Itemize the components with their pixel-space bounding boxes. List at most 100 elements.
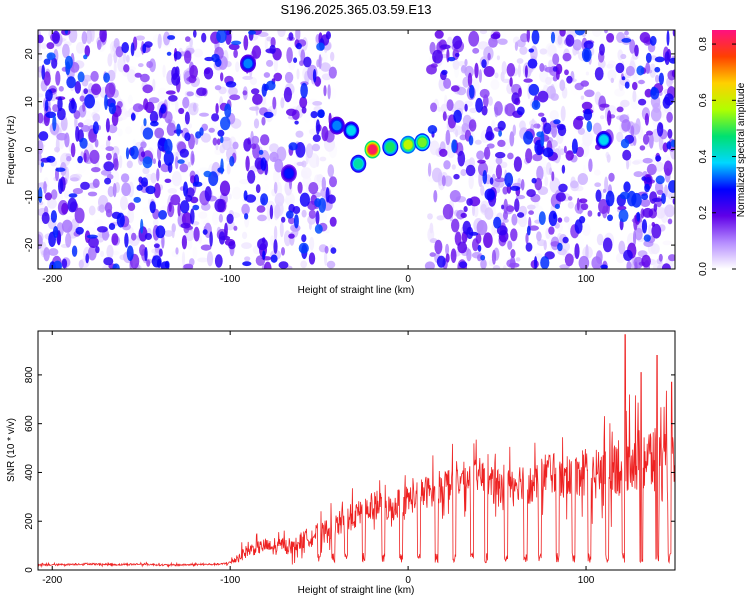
spectrogram-cell — [475, 97, 483, 113]
spectrogram-cell — [562, 52, 572, 62]
spectrogram-cell — [445, 129, 451, 146]
spectrogram-cell — [549, 177, 561, 194]
spectrogram-cell — [540, 131, 545, 147]
spectrogram-cell — [618, 240, 626, 255]
spectrogram-cell — [273, 225, 278, 241]
spectrogram-cell — [40, 161, 45, 168]
spectrogram-cell — [193, 55, 203, 65]
spectrogram-cell — [311, 143, 321, 152]
spectrogram-cell — [477, 244, 482, 252]
spectrogram-cell — [38, 234, 43, 250]
y-tick-label: 0 — [24, 146, 35, 152]
spectrogram-cell — [235, 61, 240, 73]
spectrogram-cell — [126, 245, 134, 261]
spectrogram-cell — [493, 216, 502, 229]
spectrogram-cell — [167, 188, 178, 194]
spectrogram-cell — [312, 69, 317, 83]
spectrogram-cell — [178, 107, 185, 115]
colorbar-tick-label: 0.2 — [698, 205, 709, 219]
spectrogram-cell — [58, 178, 64, 194]
spectrogram-cell — [540, 116, 547, 123]
spectrogram-cell — [510, 249, 516, 258]
spectrogram-cell — [527, 58, 538, 69]
colorbar-tick-label: 0.8 — [698, 37, 709, 51]
spectrogram-cell — [193, 30, 197, 38]
spectrogram-cell — [92, 121, 99, 135]
spectrogram-cell — [442, 204, 454, 220]
spectrogram-cell — [429, 252, 436, 257]
spectrogram-cell — [451, 164, 456, 170]
spectrogram-cell — [270, 254, 278, 263]
spectrogram-cell — [285, 210, 294, 219]
spectrogram-cell — [451, 85, 460, 92]
spectrogram-cell — [511, 92, 520, 105]
spectrogram-cell — [94, 138, 99, 148]
spectrogram-cell — [263, 261, 272, 269]
spectrogram-cell — [478, 69, 482, 83]
spectrogram-cell — [152, 78, 156, 92]
spectrogram-cell — [192, 246, 198, 259]
spectrogram-cell — [242, 251, 252, 258]
spectrogram-cell — [46, 52, 56, 60]
spectrogram-cell — [468, 119, 477, 132]
spectrogram-cell — [466, 248, 472, 262]
spectrogram-cell — [87, 191, 98, 197]
spectrogram-cell — [427, 213, 433, 220]
spectrogram-cell — [266, 80, 276, 91]
figure-title: S196.2025.365.03.59.E13 — [280, 2, 431, 17]
spectrogram-cell — [274, 158, 284, 173]
spectrogram-cell — [280, 97, 285, 109]
spectrogram-cell — [226, 213, 234, 224]
spectrogram-cell — [185, 194, 193, 202]
spectrogram-cell — [83, 152, 87, 163]
spectrogram-cell — [501, 61, 507, 75]
spectrogram-cell — [154, 127, 165, 139]
x-tick-label: -200 — [42, 575, 62, 586]
spectrogram-cell — [318, 209, 327, 224]
spectrogram-cell — [113, 60, 117, 75]
spectrogram-cell — [441, 175, 446, 187]
colorbar-axes: 0.0 0.2 0.4 0.6 0.8 — [698, 37, 736, 276]
spectrogram-cell — [112, 183, 117, 198]
spectrogram-cell — [451, 218, 460, 233]
spectrogram-cell — [454, 100, 465, 112]
spectrogram-cell — [46, 155, 56, 163]
spectrogram-cell — [71, 245, 78, 257]
spectrogram-cell — [184, 132, 191, 142]
spectrogram-cell — [285, 192, 295, 207]
spectrogram-cell — [624, 81, 630, 89]
spectrogram-cell — [261, 116, 266, 126]
spectrogram-cell — [556, 123, 566, 131]
spectrogram-cell — [81, 31, 88, 45]
spectrogram-cell — [288, 32, 294, 41]
spectrogram-cell — [317, 109, 325, 118]
spectrogram-cell — [99, 204, 105, 213]
spectrogram-cell — [474, 62, 479, 79]
spectrogram-cell — [181, 235, 187, 250]
spectrogram-cell — [191, 153, 195, 164]
spectrogram-cell — [567, 196, 573, 201]
spectrogram-cell — [193, 226, 200, 242]
spectrogram-cell — [586, 120, 593, 133]
spectrogram-cell — [52, 30, 60, 44]
spectrogram-cell — [203, 170, 212, 178]
spectrogram-cell — [476, 220, 488, 236]
spectrogram-cell — [608, 172, 615, 182]
spectrogram-feature — [368, 144, 377, 155]
spectrogram-cell — [81, 190, 86, 201]
spectrogram-cell — [99, 30, 107, 43]
spectrogram-cell — [310, 111, 318, 119]
spectrogram-cell — [653, 203, 658, 212]
spectrogram-cell — [640, 198, 651, 208]
spectrogram-cell — [212, 137, 218, 146]
spectrogram-cell — [649, 63, 657, 78]
spectrogram-cell — [52, 115, 57, 132]
spectrogram-cell — [468, 135, 474, 146]
spectrogram-cell — [668, 254, 675, 262]
spectrogram-cell — [641, 193, 649, 201]
spectrogram-cell — [77, 71, 85, 83]
spectrogram-cell — [232, 141, 239, 150]
spectrogram-cell — [314, 224, 323, 234]
y-tick-label: 0 — [24, 567, 35, 573]
spectrogram-cell — [643, 234, 651, 242]
